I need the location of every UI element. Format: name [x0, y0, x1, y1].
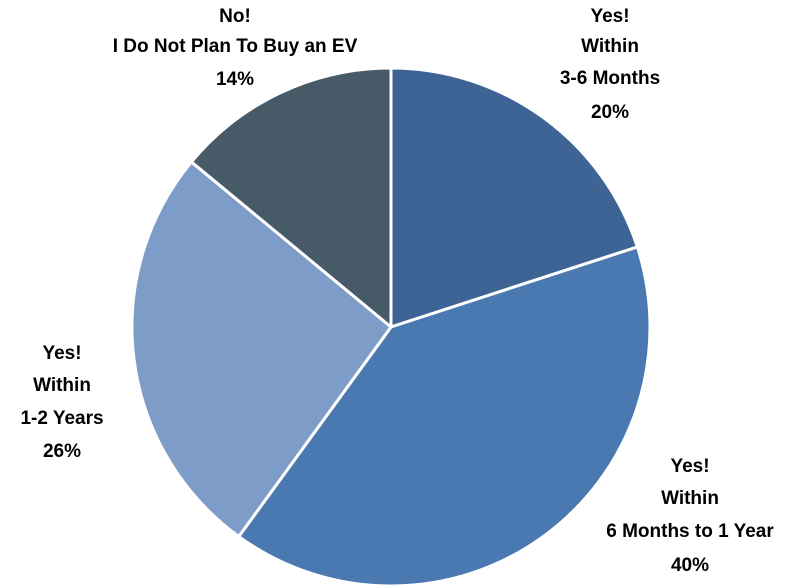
value-label: 40% [671, 555, 709, 576]
slice-label: Yes! [42, 343, 81, 364]
value-label: 14% [216, 69, 254, 90]
pie-slice [389, 66, 639, 329]
value-label: 26% [43, 441, 81, 462]
pie-slice [130, 160, 393, 539]
slice-label: Yes! [670, 456, 709, 477]
slice-label: I Do Not Plan To Buy an EV [113, 36, 358, 57]
slice-label: 3-6 Months [560, 68, 660, 89]
slice-label: Within [581, 36, 639, 57]
slice-label: Within [33, 375, 91, 396]
slice-label: Yes! [590, 6, 629, 27]
slice-label: 6 Months to 1 Year [606, 521, 774, 542]
slice-label: No! [219, 6, 251, 27]
slice-label: Within [661, 488, 719, 509]
slice-label: 1-2 Years [20, 408, 103, 429]
pie-slice [189, 66, 393, 329]
pie-slice [237, 245, 652, 587]
value-label: 20% [591, 102, 629, 123]
